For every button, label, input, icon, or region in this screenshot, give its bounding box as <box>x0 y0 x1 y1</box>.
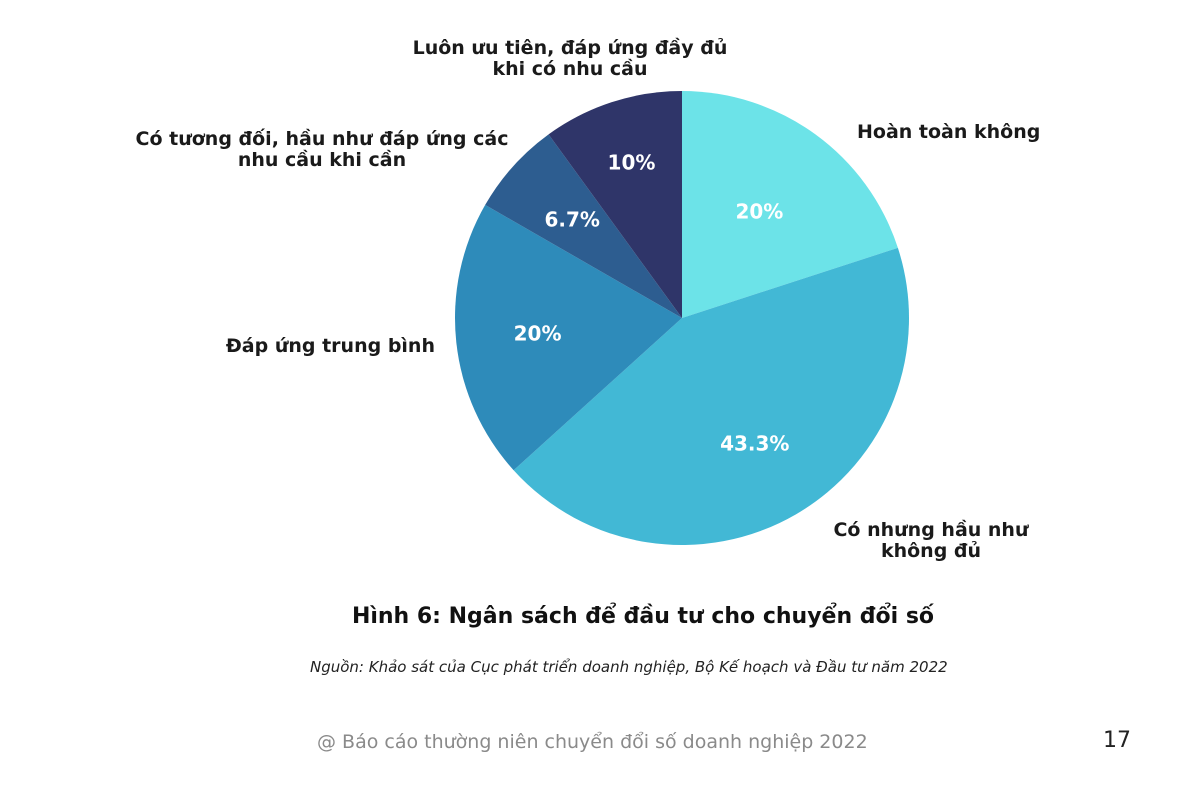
category-label-luon-uu-tien: Luôn ưu tiên, đáp ứng đầy đủ khi có nhu … <box>412 37 728 80</box>
category-label-hoan-toan-khong: Hoàn toàn không <box>857 121 1041 143</box>
figure-title: Hình 6: Ngân sách để đầu tư cho chuyển đ… <box>351 604 935 629</box>
slice-co-tuong-doi-value-label: 6.7% <box>545 207 600 231</box>
slice-co-tuong-doi <box>485 134 682 318</box>
category-label-co-nhung-khong-du: Có nhưng hầu như không đủ <box>833 519 1029 562</box>
figure-source: Nguồn: Khảo sát của Cục phát triển doanh… <box>310 658 948 676</box>
slice-hoan-toan-khong-value-label: 20% <box>735 199 783 223</box>
slice-hoan-toan-khong <box>682 91 898 318</box>
slice-co-nhung-khong-du <box>513 247 909 545</box>
slice-luon-uu-tien-value-label: 10% <box>608 151 656 175</box>
slice-dap-ung-trung-binh-value-label: 20% <box>514 321 562 345</box>
footer-report-name: @ Báo cáo thường niên chuyển đổi số doan… <box>317 731 868 753</box>
category-label-dap-ung-trung-binh: Đáp ứng trung bình <box>225 335 435 357</box>
category-label-co-tuong-doi: Có tương đối, hầu như đáp ứng các nhu cầ… <box>135 128 509 171</box>
page-number: 17 <box>1103 728 1131 753</box>
slice-dap-ung-trung-binh <box>455 204 682 471</box>
slice-co-nhung-khong-du-value-label: 43.3% <box>720 432 789 456</box>
slice-luon-uu-tien <box>548 91 682 318</box>
